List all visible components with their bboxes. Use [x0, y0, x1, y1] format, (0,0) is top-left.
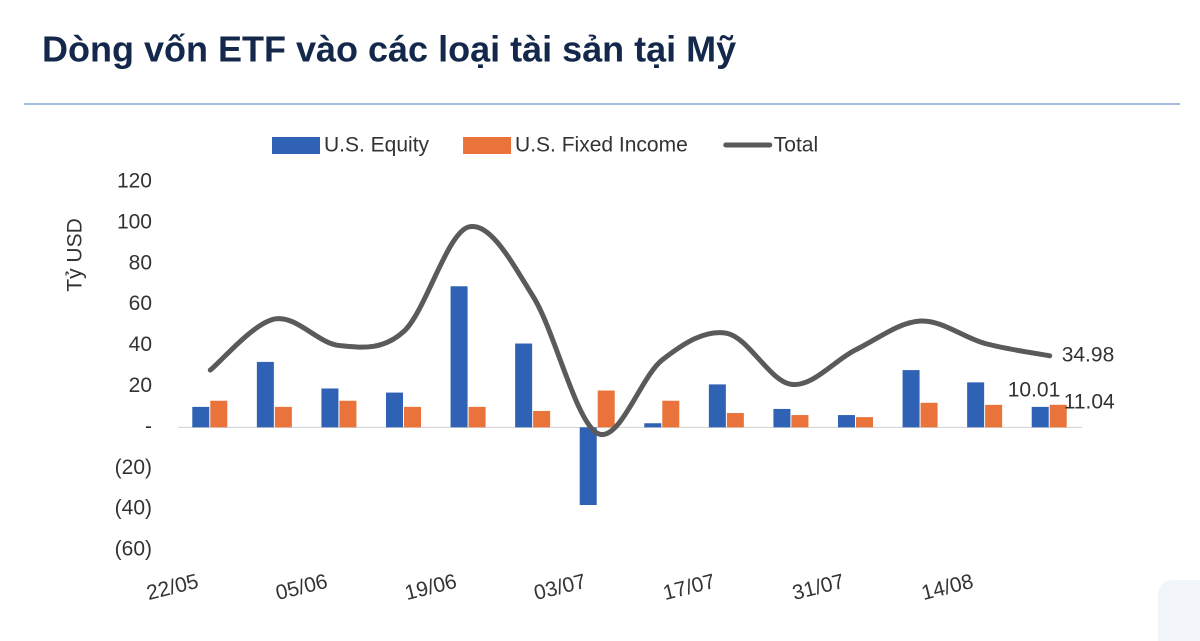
bar [515, 343, 533, 428]
corner-widget [1158, 580, 1200, 641]
bar [708, 384, 726, 428]
bar [726, 413, 744, 428]
x-tick-label: 03/07 [532, 570, 589, 605]
data-label: 11.04 [1064, 390, 1115, 413]
total-line [207, 224, 1053, 438]
y-tick-label: 40 [129, 333, 152, 356]
legend-label: U.S. Equity [324, 134, 430, 157]
bar [386, 392, 403, 428]
x-tick-label: 19/06 [403, 570, 460, 605]
bar [644, 423, 662, 428]
y-tick-label: (40) [115, 497, 152, 520]
legend-swatch [463, 137, 512, 154]
bar [450, 286, 468, 428]
bar [662, 400, 680, 428]
legend-label: U.S. Fixed Income [515, 134, 688, 157]
bar [274, 406, 292, 428]
y-tick-label: 100 [117, 210, 152, 233]
legend-label: Total [774, 134, 818, 157]
bar [985, 404, 1003, 428]
bar [1031, 406, 1049, 428]
y-tick-label: - [145, 415, 152, 438]
bar [468, 406, 486, 428]
x-tick-label: 05/06 [273, 570, 330, 605]
bar [856, 417, 873, 428]
chart-title: Dòng vốn ETF vào các loại tài sản tại Mỹ [42, 29, 736, 70]
bar [967, 382, 985, 428]
x-tick-label: 22/05 [144, 570, 201, 605]
x-tick-label: 14/08 [919, 570, 976, 605]
bar [256, 361, 274, 428]
x-tick-label: 31/07 [790, 570, 847, 605]
bar [920, 402, 938, 428]
y-tick-label: 60 [129, 292, 152, 315]
bar [533, 410, 551, 428]
bar [404, 406, 421, 428]
bar [597, 390, 615, 428]
bar [579, 427, 597, 506]
data-label: 10.01 [1008, 378, 1061, 401]
y-tick-label: 20 [129, 374, 152, 397]
y-axis-title: Tỷ USD [64, 218, 87, 292]
bar [321, 388, 339, 428]
bar [902, 370, 920, 428]
data-label: 34.98 [1062, 343, 1115, 366]
bar [210, 400, 228, 428]
y-tick-label: 120 [117, 170, 152, 193]
y-tick-label: 80 [129, 251, 152, 274]
y-tick-label: (60) [115, 538, 152, 561]
x-tick-label: 17/07 [661, 570, 718, 605]
bar [791, 415, 809, 428]
legend-swatch [272, 137, 320, 154]
bar [1049, 404, 1067, 428]
bar [192, 406, 210, 428]
bar [838, 415, 855, 428]
bar [773, 408, 791, 428]
bar [339, 400, 357, 428]
y-tick-label: (20) [115, 456, 152, 479]
